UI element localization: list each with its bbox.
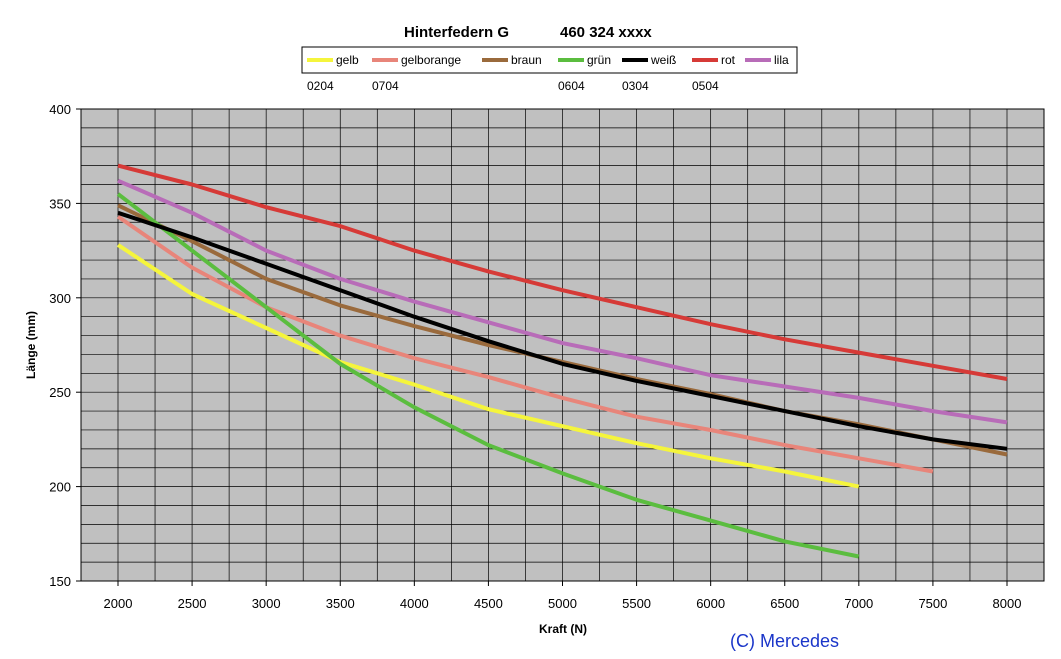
- y-tick-label: 200: [49, 480, 71, 495]
- series-line-gelborange: [116, 214, 934, 474]
- legend-label-grün: grün: [587, 53, 611, 67]
- grid: [81, 109, 1044, 581]
- x-tick-label: 3500: [326, 596, 355, 611]
- series-group: [116, 163, 1008, 559]
- x-tick-label: 7000: [844, 596, 873, 611]
- x-tick-label: 5500: [622, 596, 651, 611]
- series-line-weiß: [117, 210, 1008, 451]
- code-labels: 0204 0704 0604 0304 0504: [307, 79, 719, 93]
- x-axis-ticks: 2000 2500 3000 3500 4000 4500 5000 5500 6000 6500…: [104, 581, 1022, 611]
- code-label-gelborange: 0704: [372, 79, 399, 93]
- legend-items: gelb gelborange braun grün weiß rot lila: [307, 53, 789, 67]
- x-tick-label: 6000: [696, 596, 725, 611]
- series-line-lila: [117, 178, 1008, 425]
- series-line-grün: [116, 192, 860, 559]
- legend-label-weiß: weiß: [650, 53, 676, 67]
- y-tick-label: 350: [49, 196, 71, 211]
- y-tick-label: 400: [49, 102, 71, 117]
- legend-label-braun: braun: [511, 53, 542, 67]
- y-axis-ticks: 150 200 250 300 350 400: [49, 102, 81, 589]
- chart-part-number: 460 324 xxxx: [560, 24, 652, 41]
- x-tick-label: 3000: [252, 596, 281, 611]
- y-tick-label: 250: [49, 385, 71, 400]
- chart-title: Hinterfedern G: [404, 24, 509, 41]
- code-label-gelb: 0204: [307, 79, 334, 93]
- legend-label-lila: lila: [774, 53, 789, 67]
- code-label-rot: 0504: [692, 79, 719, 93]
- series-line-gelb: [116, 243, 860, 489]
- legend-label-gelborange: gelborange: [401, 53, 461, 67]
- y-tick-label: 150: [49, 574, 71, 589]
- x-tick-label: 8000: [993, 596, 1022, 611]
- code-label-weiß: 0304: [622, 79, 649, 93]
- x-tick-label: 4500: [474, 596, 503, 611]
- x-tick-label: 2500: [178, 596, 207, 611]
- y-axis-label: Länge (mm): [24, 311, 38, 379]
- code-label-grün: 0604: [558, 79, 585, 93]
- copyright-note: (C) Mercedes: [730, 631, 839, 651]
- x-tick-label: 4000: [400, 596, 429, 611]
- legend-label-gelb: gelb: [336, 53, 359, 67]
- series-line-rot: [117, 163, 1008, 381]
- x-axis-label: Kraft (N): [539, 622, 587, 636]
- x-tick-label: 2000: [104, 596, 133, 611]
- x-tick-label: 7500: [918, 596, 947, 611]
- y-tick-label: 300: [49, 291, 71, 306]
- x-tick-label: 6500: [770, 596, 799, 611]
- legend-label-rot: rot: [721, 53, 736, 67]
- x-tick-label: 5000: [548, 596, 577, 611]
